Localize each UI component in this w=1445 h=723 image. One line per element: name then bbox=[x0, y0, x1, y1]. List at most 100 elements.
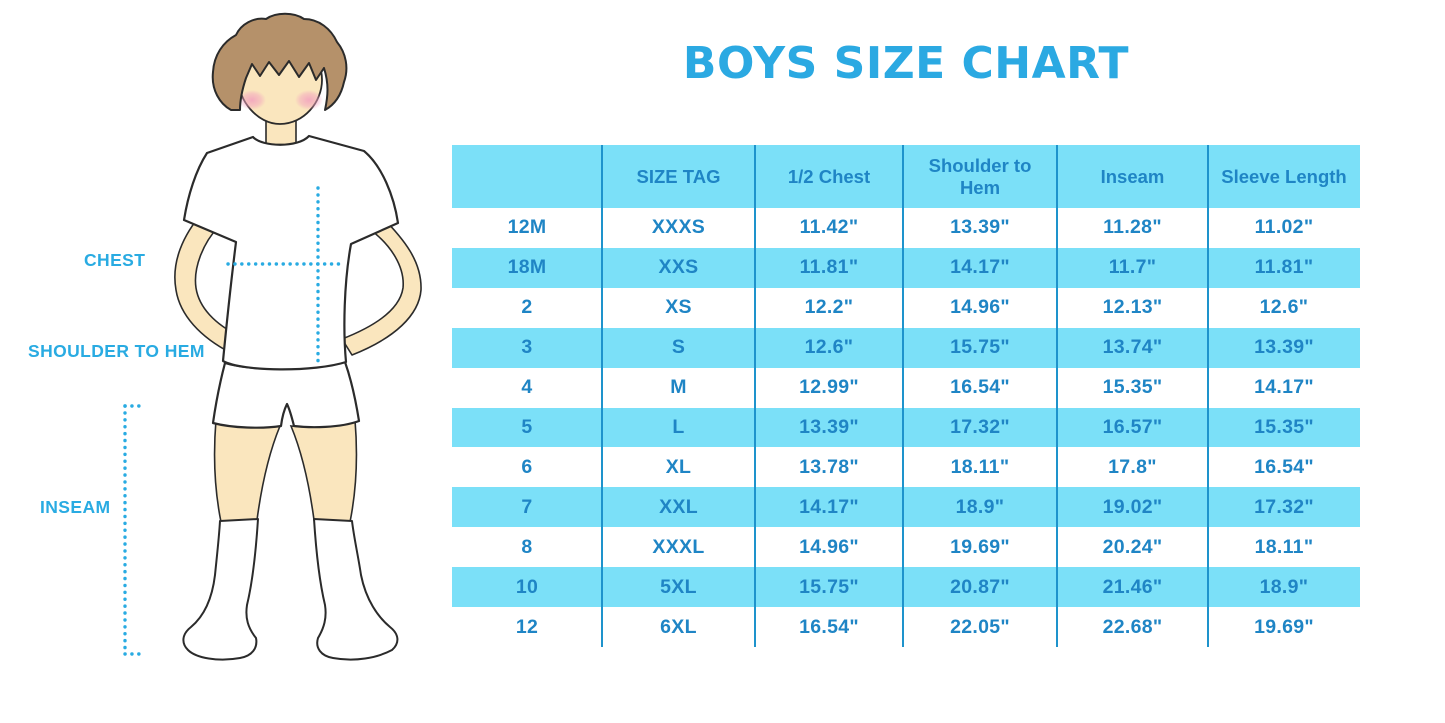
table-cell: XXS bbox=[658, 256, 699, 279]
table-cell: 19.69" bbox=[950, 535, 1010, 558]
table-row: 6 XL 13.78" 18.11" 17.8" 16.54" bbox=[452, 447, 1360, 487]
table-row: 3 S 12.6" 15.75" 13.74" 13.39" bbox=[452, 327, 1360, 368]
table-cell: 16.57" bbox=[1102, 415, 1163, 438]
table-cell: 14.96" bbox=[799, 535, 859, 558]
boy-right-leg bbox=[289, 418, 358, 523]
table-cell: 18.11" bbox=[1254, 535, 1314, 558]
table-cell: 12.6" bbox=[1259, 296, 1309, 319]
table-cell: 13.39" bbox=[950, 216, 1010, 239]
table-cell: L bbox=[672, 415, 685, 438]
table-row: 12 6XL 16.54" 22.05" 22.68" 19.69" bbox=[452, 607, 1360, 647]
table-cell: 18.11" bbox=[950, 455, 1010, 478]
table-cell: XXXS bbox=[651, 216, 706, 239]
table-cell: 21.46" bbox=[1102, 575, 1163, 598]
table-cell: 12M bbox=[507, 216, 547, 239]
table-cell: 16.54" bbox=[1254, 455, 1314, 478]
table-cell: 17.32" bbox=[950, 415, 1010, 438]
boy-left-sock bbox=[182, 518, 259, 661]
table-cell: 15.35" bbox=[1254, 415, 1314, 438]
table-cell: 11.81" bbox=[799, 256, 859, 279]
table-cell: 7 bbox=[521, 495, 533, 518]
header-cell-half-chest: 1/2 Chest bbox=[787, 165, 871, 187]
table-cell: 12 bbox=[515, 615, 539, 638]
table-cell: M bbox=[670, 376, 687, 399]
size-table: SIZE TAG 1/2 Chest Shoulder to Hem Insea… bbox=[452, 145, 1360, 647]
table-cell: XXXL bbox=[652, 535, 705, 558]
column-divider bbox=[601, 145, 603, 647]
header-cell-size-tag: SIZE TAG bbox=[636, 165, 721, 187]
table-cell: 5 bbox=[521, 415, 533, 438]
table-row: 7 XXL 14.17" 18.9" 19.02" 17.32" bbox=[452, 487, 1360, 528]
blush-right bbox=[295, 90, 323, 110]
table-cell: 20.87" bbox=[950, 575, 1010, 598]
table-cell: 5XL bbox=[660, 575, 697, 598]
table-row: 12M XXXS 11.42" 13.39" 11.28" 11.02" bbox=[452, 208, 1360, 248]
blush-left bbox=[238, 90, 266, 110]
table-row: 10 5XL 15.75" 20.87" 21.46" 18.9" bbox=[452, 567, 1360, 608]
header-cell-shoulder-to-hem: Shoulder to Hem bbox=[928, 155, 1032, 198]
table-cell: 22.68" bbox=[1102, 615, 1163, 638]
header-cell-sleeve-length: Sleeve Length bbox=[1221, 165, 1347, 187]
table-cell: 10 bbox=[515, 575, 539, 598]
table-cell: 6 bbox=[521, 455, 533, 478]
table-cell: 12.13" bbox=[1102, 296, 1163, 319]
table-cell: 11.28" bbox=[1103, 216, 1162, 239]
table-cell: 11.7" bbox=[1108, 256, 1157, 279]
table-cell: XL bbox=[665, 455, 692, 478]
table-cell: 14.17" bbox=[799, 495, 859, 518]
boy-tshirt bbox=[182, 134, 400, 371]
table-cell: 3 bbox=[521, 336, 533, 359]
table-cell: 16.54" bbox=[799, 615, 859, 638]
table-cell: 18.9" bbox=[955, 495, 1005, 518]
table-cell: 12.99" bbox=[799, 376, 859, 399]
shoulder-to-hem-label: SHOULDER TO HEM bbox=[28, 341, 205, 361]
table-cell: 18M bbox=[507, 256, 547, 279]
table-cell: 14.96" bbox=[950, 296, 1010, 319]
table-cell: 2 bbox=[521, 296, 533, 319]
column-divider bbox=[1207, 145, 1209, 647]
column-divider bbox=[1056, 145, 1058, 647]
boy-shorts bbox=[211, 360, 361, 429]
table-cell: 19.02" bbox=[1102, 495, 1163, 518]
inseam-label: INSEAM bbox=[40, 497, 111, 517]
table-cell: 18.9" bbox=[1259, 575, 1309, 598]
table-cell: 19.69" bbox=[1254, 615, 1314, 638]
table-cell: 8 bbox=[521, 535, 533, 558]
header-cell-inseam: Inseam bbox=[1100, 165, 1165, 187]
boy-illustration bbox=[123, 12, 422, 661]
table-cell: 13.78" bbox=[799, 455, 859, 478]
chest-label: CHEST bbox=[84, 250, 146, 270]
table-cell: 17.32" bbox=[1254, 495, 1314, 518]
table-row: 18M XXS 11.81" 14.17" 11.7" 11.81" bbox=[452, 247, 1360, 288]
boy-right-sock bbox=[313, 518, 399, 661]
table-row: 5 L 13.39" 17.32" 16.57" 15.35" bbox=[452, 407, 1360, 448]
table-cell: 14.17" bbox=[1254, 376, 1314, 399]
table-cell: 14.17" bbox=[950, 256, 1010, 279]
table-cell: 20.24" bbox=[1102, 535, 1163, 558]
table-cell: S bbox=[671, 336, 686, 359]
boy-hair bbox=[211, 12, 348, 111]
table-cell: 11.42" bbox=[799, 216, 859, 239]
header-cell-size bbox=[452, 145, 602, 208]
table-cell: 15.35" bbox=[1102, 376, 1163, 399]
table-cell: 13.39" bbox=[1254, 336, 1314, 359]
table-cell: 6XL bbox=[660, 615, 697, 638]
table-cell: 12.2" bbox=[804, 296, 854, 319]
table-cell: 12.6" bbox=[804, 336, 854, 359]
table-cell: 11.81" bbox=[1254, 256, 1314, 279]
table-cell: 22.05" bbox=[950, 615, 1010, 638]
table-cell: 15.75" bbox=[950, 336, 1010, 359]
column-divider bbox=[902, 145, 904, 647]
boy-right-arm bbox=[341, 214, 422, 356]
table-cell: 11.02" bbox=[1254, 216, 1314, 239]
page-title: BOYS SIZE CHART bbox=[682, 38, 1130, 89]
table-body: 12M XXXS 11.42" 13.39" 11.28" 11.02" 18M XXS 11.… bbox=[452, 208, 1360, 647]
table-cell: XS bbox=[665, 296, 692, 319]
table-header-row: SIZE TAG 1/2 Chest Shoulder to Hem Insea… bbox=[452, 145, 1360, 208]
table-cell: 16.54" bbox=[950, 376, 1010, 399]
table-cell: 13.39" bbox=[799, 415, 859, 438]
table-cell: 4 bbox=[521, 376, 533, 399]
table-row: 2 XS 12.2" 14.96" 12.13" 12.6" bbox=[452, 288, 1360, 328]
table-row: 8 XXXL 14.96" 19.69" 20.24" 18.11" bbox=[452, 527, 1360, 567]
table-cell: 13.74" bbox=[1102, 336, 1163, 359]
